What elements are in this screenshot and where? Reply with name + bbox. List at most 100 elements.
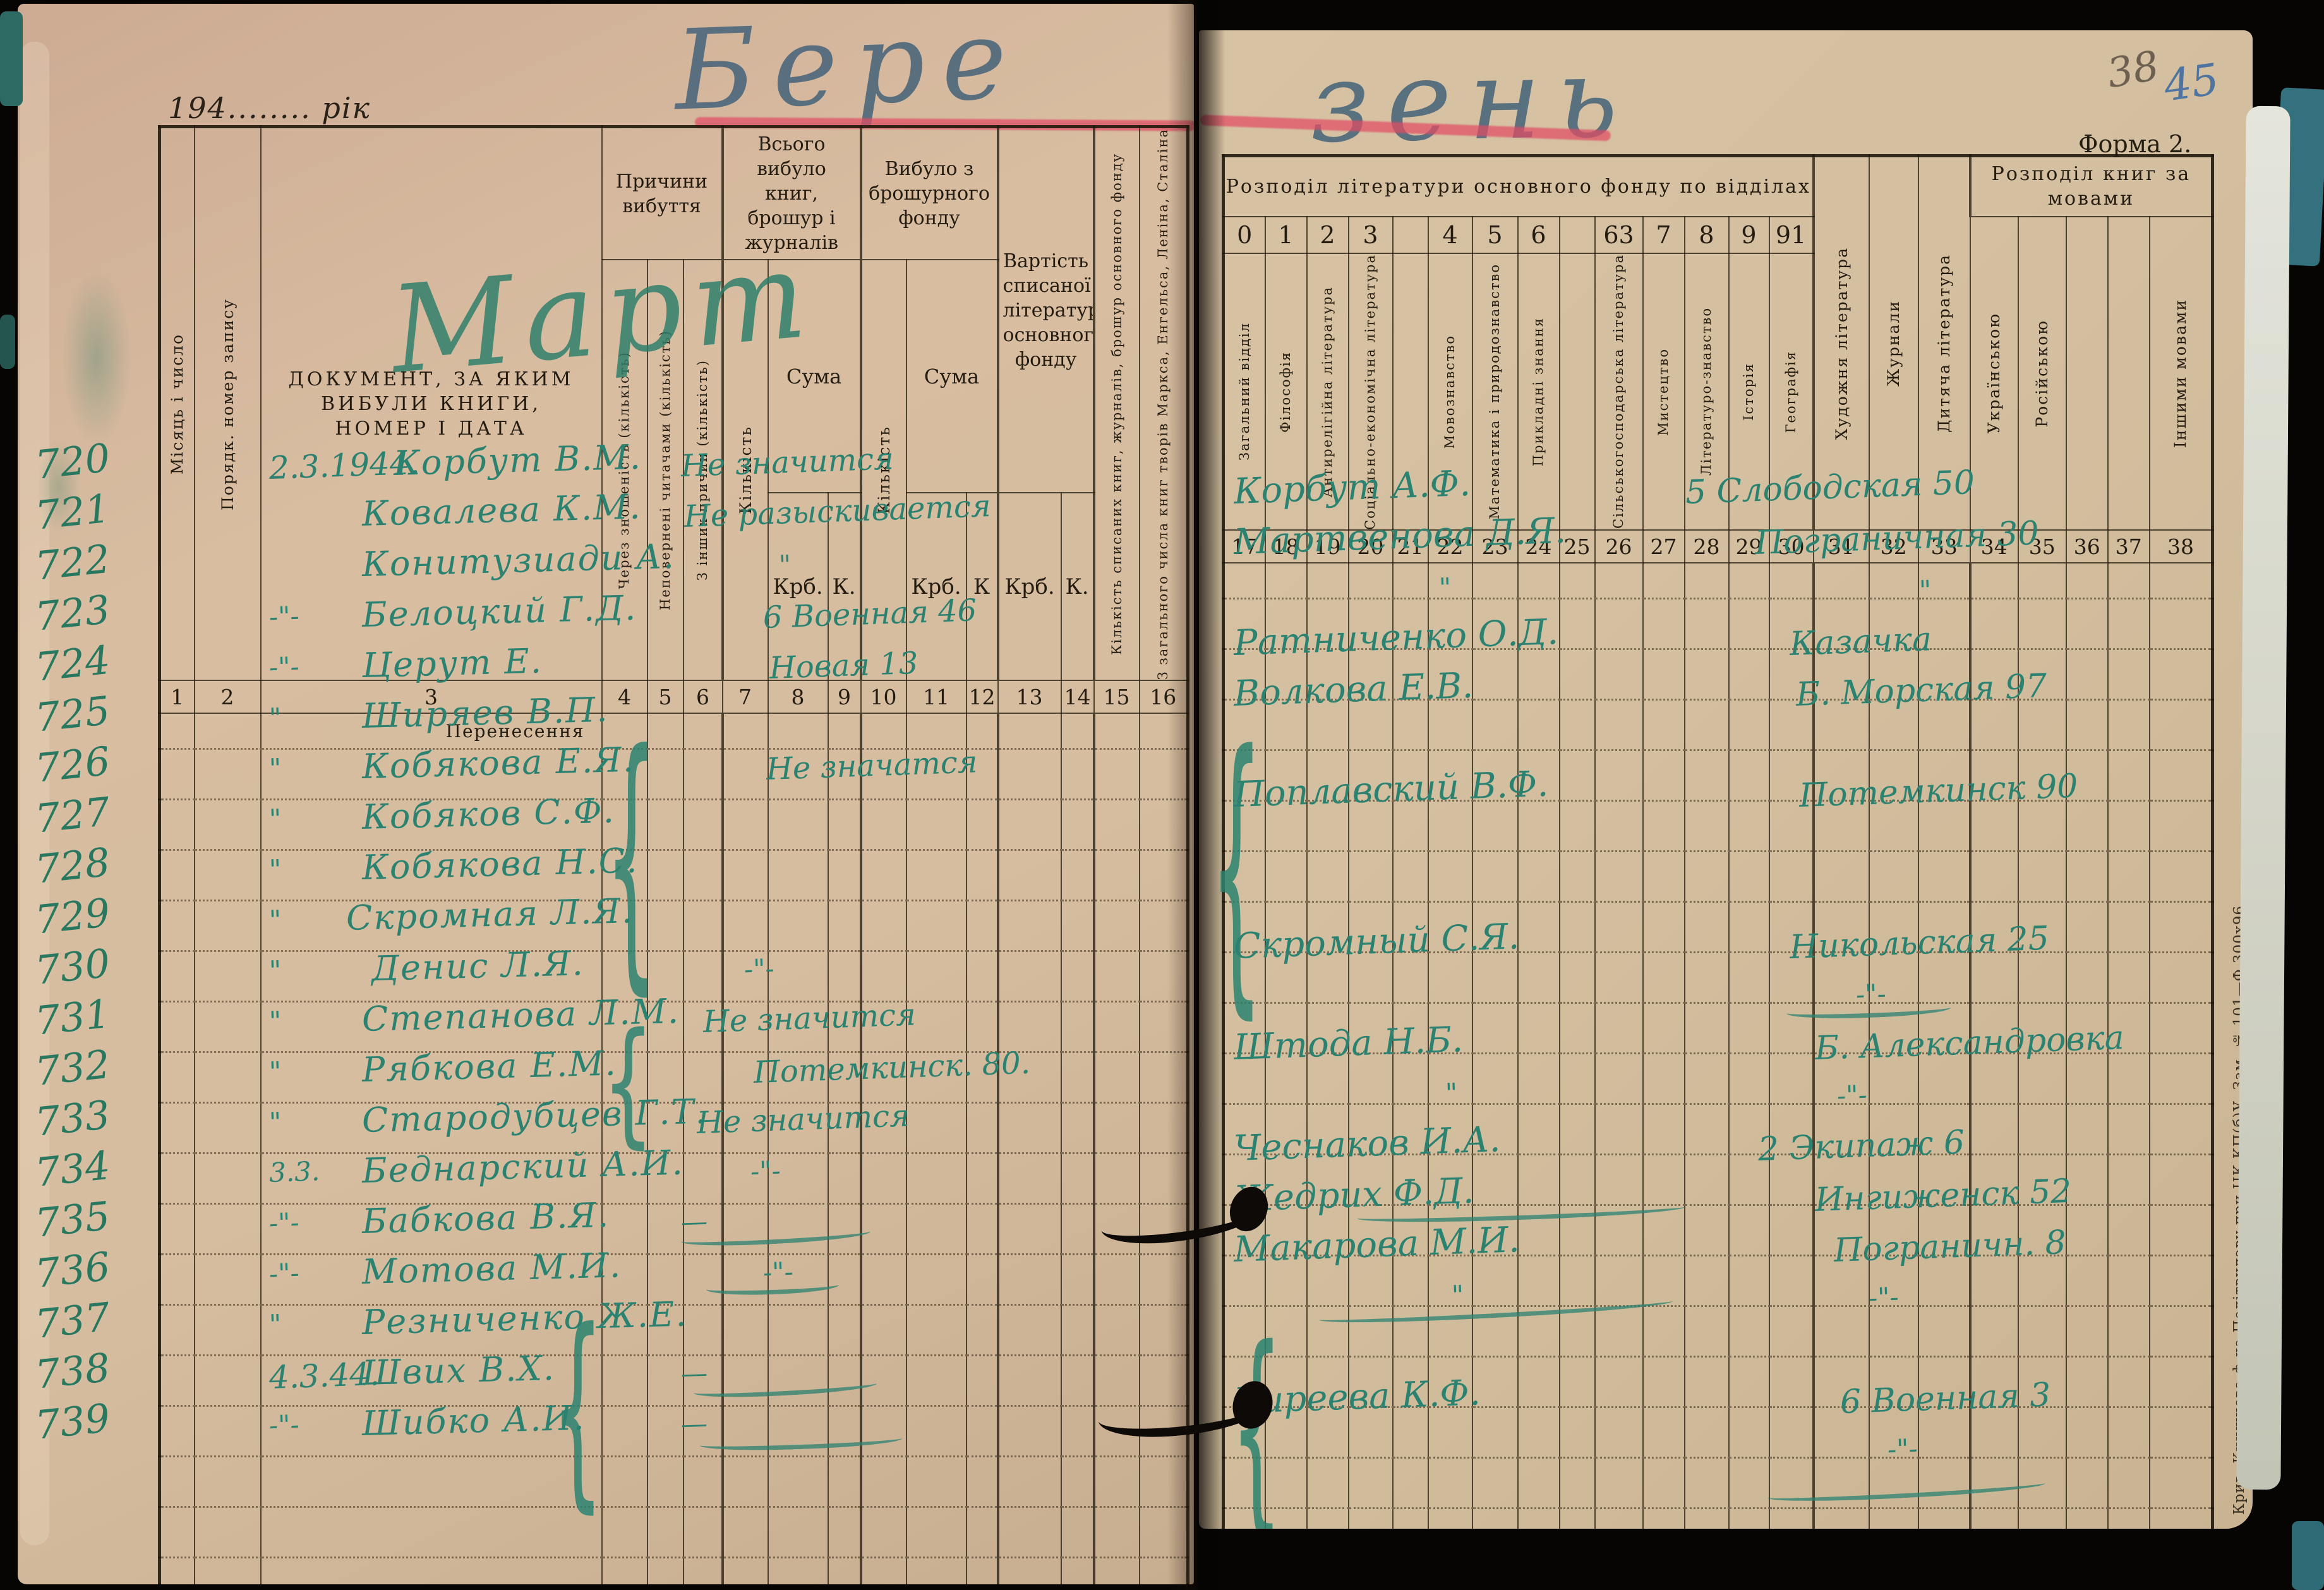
grid-cell: [1812, 1003, 1870, 1054]
grid-cell: [601, 1203, 648, 1255]
grid-cell: [1558, 800, 1596, 852]
grid-cell: [1768, 1457, 1814, 1509]
grid-cell: [1517, 901, 1560, 953]
grid-cell: [1642, 598, 1685, 650]
grid-cell: [767, 850, 829, 901]
grid-cell: [2148, 901, 2213, 953]
grid-cell: [1392, 1306, 1429, 1358]
grid-cell: [1594, 1205, 1644, 1256]
body-row: [159, 951, 1189, 1003]
column-number: 9: [827, 680, 862, 714]
grid-cell: [1517, 1457, 1560, 1509]
grid-cell: [159, 1153, 195, 1205]
grid-cell: [1868, 1508, 1919, 1529]
body-row: [1222, 952, 2213, 1004]
grid-cell: [1517, 1356, 1560, 1408]
grid-cell: [601, 1153, 648, 1205]
body-row: [1222, 1154, 2213, 1206]
grid-cell: [2065, 1053, 2109, 1105]
dept-label: Географія: [1768, 252, 1814, 531]
body-row: [1222, 699, 2213, 751]
grid-cell: [721, 900, 769, 952]
body-row: [1222, 1053, 2213, 1105]
grid-cell: [1264, 1407, 1308, 1459]
grid-cell: [1392, 1508, 1429, 1529]
grid-cell: [1683, 800, 1730, 852]
grid-cell: [1306, 1407, 1349, 1459]
grid-cell: [905, 1456, 967, 1508]
dept-label-text: Літературо-знавство: [1699, 307, 1714, 476]
grid-cell: [1060, 951, 1095, 1003]
grid-cell: [2017, 1003, 2067, 1054]
grid-cell: [1594, 699, 1644, 751]
grid-cell: [859, 951, 907, 1003]
grid-cell: [1092, 1001, 1140, 1053]
grid-cell: [646, 749, 684, 800]
grid-cell: [682, 1355, 723, 1407]
grid-cell: [682, 749, 723, 800]
grid-cell: [859, 799, 907, 851]
grid-cell: [1917, 1003, 1971, 1054]
grid-cell: [601, 1001, 648, 1053]
grid-cell: [159, 799, 195, 851]
grid-cell: [827, 1507, 862, 1558]
grid-cell: [646, 1456, 684, 1508]
grid-cell: [1868, 800, 1919, 852]
grid-cell: [2107, 1306, 2150, 1358]
grid-cell: [1868, 1205, 1919, 1256]
lang-label-text: Українською: [1985, 313, 2004, 434]
grid-cell: [601, 951, 648, 1003]
grid-cell: [1968, 952, 2019, 1004]
grid-cell: [1594, 1104, 1644, 1155]
dept-label-row: Загальний відділ Філософія Антирелігійна л…: [1222, 252, 2213, 531]
grid-cell: [1092, 1507, 1140, 1558]
header-qty: Кількість: [721, 258, 769, 682]
grid-cell: [2107, 699, 2150, 751]
column-number: 22: [1427, 529, 1473, 564]
grid-cell: [721, 1001, 769, 1053]
grid-cell: [1594, 598, 1644, 650]
grid-cell: [1306, 598, 1349, 650]
torn-page-strip: [2236, 105, 2291, 1490]
grid-cell: [1968, 598, 2019, 650]
column-number: 24: [1517, 529, 1560, 564]
grid-cell: [2017, 1255, 2067, 1307]
cover-fragment: [0, 315, 15, 369]
grid-cell: [1728, 1205, 1770, 1256]
grid-cell: [2017, 952, 2067, 1004]
grid-cell: [2107, 901, 2150, 953]
grid-cell: [1642, 563, 1685, 599]
column-number: 4: [601, 680, 648, 714]
grid-cell: [1264, 1306, 1308, 1358]
body-row: [1222, 598, 2213, 650]
header-kop: К.: [827, 492, 862, 682]
grid-cell: [682, 1304, 723, 1356]
grid-cell: [1222, 1003, 1266, 1054]
grid-cell: [1471, 952, 1519, 1004]
grid-cell: [965, 1203, 999, 1255]
grid-cell: [1222, 598, 1266, 650]
dept-code: 7: [1642, 215, 1685, 254]
grid-cell: [859, 1203, 907, 1255]
grid-cell: [827, 1153, 862, 1205]
grid-cell: [1427, 1205, 1473, 1256]
grid-cell: [996, 749, 1062, 800]
grid-cell: [2148, 1255, 2213, 1307]
column-number-row: 17 18 19 20 21 22 23 24 25 26 27 28 29 30 31 32 33 34 35 36…: [1222, 529, 2213, 564]
dept-code: 9: [1728, 215, 1770, 254]
grid-cell: [2148, 1508, 2213, 1529]
column-number: 15: [1093, 680, 1140, 714]
body-row: [159, 1203, 1189, 1255]
grid-cell: [1471, 1356, 1519, 1408]
grid-cell: [2017, 649, 2067, 701]
grid-cell: [1968, 1356, 2019, 1408]
grid-cell: [996, 850, 1062, 901]
dept-code: 8: [1683, 215, 1730, 254]
grid-cell: [1347, 1508, 1394, 1529]
grid-cell: [1917, 563, 1971, 599]
grid-cell: [2065, 901, 2109, 953]
header-kop-3: К.: [1060, 492, 1095, 682]
grid-cell: [1812, 1306, 1870, 1358]
grid-cell: [159, 1456, 195, 1508]
grid-cell: [1768, 1306, 1814, 1358]
